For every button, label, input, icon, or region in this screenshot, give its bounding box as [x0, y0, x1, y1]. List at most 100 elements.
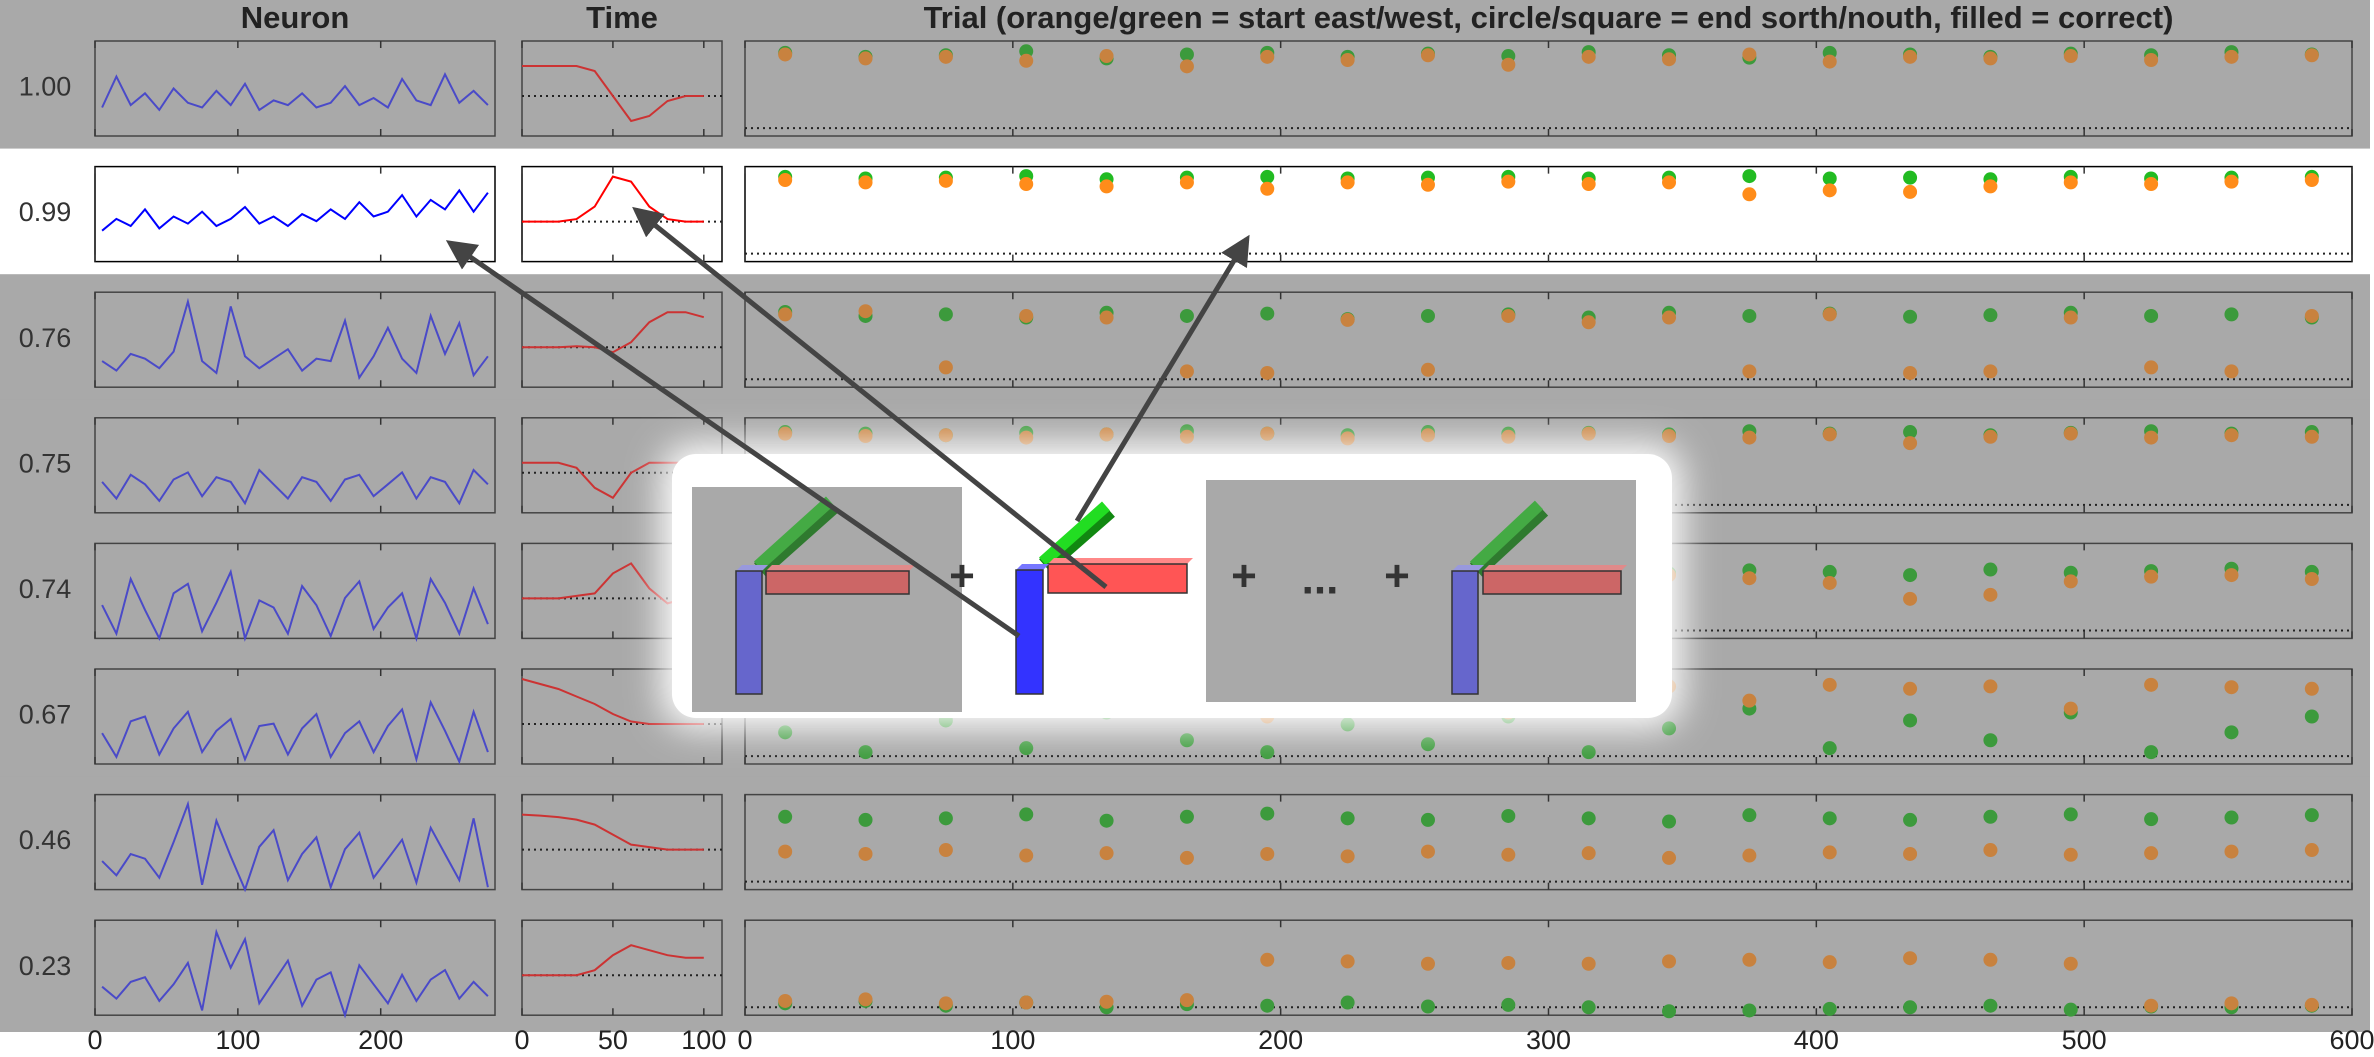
point — [1903, 1000, 1917, 1014]
point — [1582, 177, 1596, 191]
panel — [522, 795, 722, 890]
point — [859, 175, 873, 189]
point — [1823, 183, 1837, 197]
point — [1742, 694, 1756, 708]
point — [2305, 430, 2319, 444]
point — [2064, 574, 2078, 588]
point — [1823, 955, 1837, 969]
point — [1903, 185, 1917, 199]
point — [1100, 49, 1114, 63]
point — [1019, 741, 1033, 755]
column-title: Trial (orange/green = start east/west, c… — [924, 0, 2174, 35]
point — [1662, 311, 1676, 325]
point — [939, 843, 953, 857]
point — [1260, 427, 1274, 441]
point — [1341, 954, 1355, 968]
x-tick-label: 500 — [2062, 1025, 2107, 1055]
point — [1019, 177, 1033, 191]
point — [1260, 745, 1274, 759]
point — [2144, 360, 2158, 374]
point — [1823, 741, 1837, 755]
panel-frame — [95, 167, 495, 262]
point — [1501, 809, 1515, 823]
row-label: 0.76 — [19, 323, 72, 353]
point — [778, 307, 792, 321]
point — [1983, 810, 1997, 824]
point — [1742, 849, 1756, 863]
point — [2224, 307, 2238, 321]
point — [859, 51, 873, 65]
row-label: 1.00 — [19, 72, 72, 102]
point — [1100, 814, 1114, 828]
point — [1662, 815, 1676, 829]
point — [1742, 953, 1756, 967]
point — [1341, 996, 1355, 1010]
point — [1180, 733, 1194, 747]
panel-frame — [95, 543, 495, 638]
point — [778, 47, 792, 61]
panel — [745, 795, 2352, 890]
point — [1260, 182, 1274, 196]
point — [1983, 733, 1997, 747]
point — [1742, 808, 1756, 822]
point — [1662, 851, 1676, 865]
point — [1662, 954, 1676, 968]
panel-frame — [522, 795, 722, 890]
point — [939, 360, 953, 374]
point — [2224, 364, 2238, 378]
panel-frame — [95, 418, 495, 513]
panel — [522, 292, 722, 387]
panel — [95, 543, 495, 638]
panel — [95, 795, 495, 890]
panel-frame — [745, 41, 2352, 136]
panel — [95, 292, 495, 387]
point — [1421, 813, 1435, 827]
point — [2224, 50, 2238, 64]
point — [1260, 50, 1274, 64]
point — [1903, 847, 1917, 861]
panel-frame — [745, 167, 2352, 262]
point — [1019, 309, 1033, 323]
point — [1903, 568, 1917, 582]
point — [859, 813, 873, 827]
point — [1662, 1004, 1676, 1018]
point — [2144, 999, 2158, 1013]
point — [778, 810, 792, 824]
point — [1662, 429, 1676, 443]
point — [1903, 813, 1917, 827]
point — [1582, 1000, 1596, 1014]
point — [1983, 843, 1997, 857]
row-label: 0.74 — [19, 574, 72, 604]
point — [2305, 309, 2319, 323]
operator: + — [1384, 552, 1410, 601]
point — [1501, 309, 1515, 323]
row-label: 0.23 — [19, 951, 72, 981]
x-tick-label: 400 — [1794, 1025, 1839, 1055]
point — [2305, 682, 2319, 696]
point — [1742, 187, 1756, 201]
point — [1903, 366, 1917, 380]
point — [2224, 725, 2238, 739]
panel-frame — [522, 920, 722, 1015]
row-label: 0.99 — [19, 197, 72, 227]
point — [1582, 957, 1596, 971]
point — [1582, 50, 1596, 64]
point — [1421, 363, 1435, 377]
point — [1421, 957, 1435, 971]
panel-frame — [745, 920, 2352, 1015]
point — [2064, 702, 2078, 716]
point — [2224, 845, 2238, 859]
x-tick-label: 300 — [1526, 1025, 1571, 1055]
point — [1501, 998, 1515, 1012]
point — [1421, 309, 1435, 323]
point — [939, 811, 953, 825]
point — [1180, 993, 1194, 1007]
row-label: 0.75 — [19, 448, 72, 478]
point — [1903, 50, 1917, 64]
panel — [745, 920, 2352, 1018]
point — [1341, 431, 1355, 445]
point — [1903, 310, 1917, 324]
point — [1823, 1002, 1837, 1016]
point — [778, 427, 792, 441]
point — [1983, 364, 1997, 378]
